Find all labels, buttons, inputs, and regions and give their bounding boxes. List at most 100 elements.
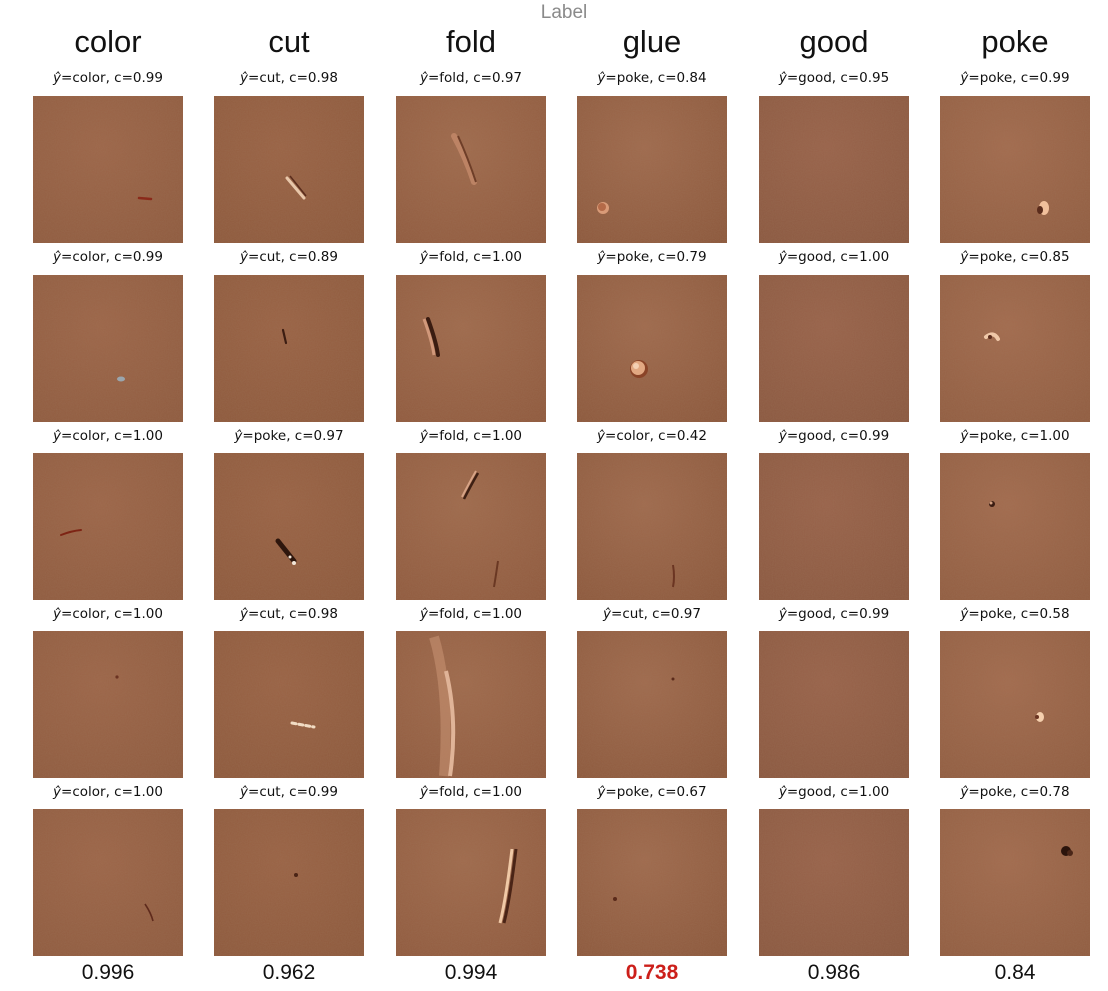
column-accuracy-score: 0.84 [994, 961, 1036, 984]
confidence-value: 0.85 [1039, 249, 1070, 265]
confidence-value: 1.00 [491, 784, 523, 800]
prediction-caption: ŷ=color, c=0.99 [53, 249, 163, 265]
prediction-caption: ŷ=poke, c=0.97 [234, 428, 344, 444]
confidence-value: 0.78 [1039, 784, 1070, 800]
prediction-caption: ŷ=fold, c=0.97 [419, 70, 523, 86]
leather-sample-image [577, 275, 727, 422]
leather-sample-image [759, 96, 909, 243]
confidence-value: 1.00 [859, 784, 890, 800]
column-title: cut [268, 24, 310, 59]
prediction-caption: ŷ=color, c=1.00 [53, 428, 163, 444]
predicted-label: color [72, 249, 106, 265]
prediction-caption: ŷ=color, c=1.00 [53, 784, 163, 800]
prediction-caption: ŷ=color, c=0.42 [597, 428, 707, 444]
leather-sample-image [759, 453, 909, 600]
confidence-value: 0.58 [1039, 606, 1070, 622]
predicted-label: color [72, 784, 106, 800]
leather-sample-image [940, 96, 1090, 243]
leather-sample-image [214, 631, 364, 778]
confidence-value: 0.98 [307, 70, 338, 86]
leather-sample-image [214, 453, 364, 600]
leather-sample-image [33, 96, 183, 243]
leather-sample-image [396, 453, 546, 600]
column-accuracy-score: 0.986 [807, 961, 861, 984]
prediction-caption: ŷ=cut, c=0.99 [240, 784, 338, 800]
confidence-value: 0.99 [859, 428, 890, 444]
prediction-caption: ŷ=poke, c=0.78 [960, 784, 1070, 800]
predicted-label: poke [979, 428, 1013, 444]
prediction-caption: ŷ=cut, c=0.98 [240, 606, 338, 622]
predicted-label: cut [259, 70, 281, 86]
leather-sample-image [759, 631, 909, 778]
predicted-label: cut [259, 784, 281, 800]
predicted-label: poke [616, 70, 650, 86]
leather-sample-image [396, 809, 546, 956]
leather-sample-image [396, 275, 546, 422]
prediction-caption: ŷ=poke, c=0.85 [960, 249, 1070, 265]
confidence-value: 0.99 [132, 249, 163, 265]
predicted-label: fold [439, 249, 465, 265]
prediction-caption: ŷ=fold, c=1.00 [419, 249, 523, 265]
prediction-caption: ŷ=fold, c=1.00 [419, 784, 523, 800]
predicted-label: cut [259, 249, 281, 265]
predicted-label: good [798, 249, 832, 265]
predicted-label: fold [439, 606, 465, 622]
confidence-value: 0.79 [676, 249, 707, 265]
leather-sample-image [940, 631, 1090, 778]
leather-sample-image [396, 631, 546, 778]
leather-sample-image [577, 631, 727, 778]
predicted-label: cut [259, 606, 281, 622]
confidence-value: 0.99 [307, 784, 338, 800]
confidence-value: 0.98 [307, 606, 338, 622]
prediction-caption: ŷ=good, c=0.99 [778, 428, 890, 444]
predicted-label: color [72, 70, 106, 86]
prediction-caption: ŷ=good, c=0.99 [778, 606, 890, 622]
prediction-caption: ŷ=good, c=0.95 [778, 70, 890, 86]
leather-sample-image [214, 275, 364, 422]
leather-sample-image [33, 809, 183, 956]
predicted-label: poke [979, 784, 1013, 800]
leather-sample-image [759, 275, 909, 422]
column-accuracy-score: 0.738 [625, 961, 679, 984]
predicted-label: fold [439, 70, 465, 86]
confidence-value: 0.99 [1039, 70, 1070, 86]
prediction-caption: ŷ=poke, c=0.67 [597, 784, 707, 800]
prediction-caption: ŷ=poke, c=0.79 [597, 249, 707, 265]
predicted-label: color [616, 428, 650, 444]
confidence-value: 0.84 [676, 70, 707, 86]
leather-sample-image [940, 453, 1090, 600]
predicted-label: color [72, 428, 106, 444]
leather-sample-image [214, 96, 364, 243]
prediction-caption: ŷ=fold, c=1.00 [419, 606, 523, 622]
predicted-label: poke [979, 249, 1013, 265]
prediction-caption: ŷ=cut, c=0.98 [240, 70, 338, 86]
predicted-label: poke [979, 606, 1013, 622]
predicted-label: color [72, 606, 106, 622]
confidence-value: 0.67 [676, 784, 707, 800]
predicted-label: cut [622, 606, 644, 622]
confidence-value: 0.97 [313, 428, 344, 444]
column-title: color [74, 24, 142, 59]
top-label: Label [540, 2, 588, 23]
column-title: glue [622, 24, 682, 59]
confidence-value: 0.42 [676, 428, 707, 444]
leather-sample-image [577, 453, 727, 600]
predicted-label: poke [616, 784, 650, 800]
column-accuracy-score: 0.994 [444, 961, 498, 984]
column-title: poke [981, 24, 1049, 59]
column-accuracy-score: 0.996 [81, 961, 135, 984]
predicted-label: poke [253, 428, 287, 444]
prediction-caption: ŷ=color, c=0.99 [53, 70, 163, 86]
predicted-label: fold [439, 428, 465, 444]
predicted-label: good [798, 70, 832, 86]
leather-sample-image [577, 809, 727, 956]
predicted-label: good [798, 606, 832, 622]
leather-sample-image [396, 96, 546, 243]
predicted-label: poke [979, 70, 1013, 86]
prediction-caption: ŷ=poke, c=0.84 [597, 70, 707, 86]
predicted-label: good [798, 784, 832, 800]
confidence-value: 1.00 [1039, 428, 1070, 444]
confidence-value: 1.00 [132, 784, 163, 800]
leather-sample-image [940, 809, 1090, 956]
column-title: fold [446, 24, 496, 59]
